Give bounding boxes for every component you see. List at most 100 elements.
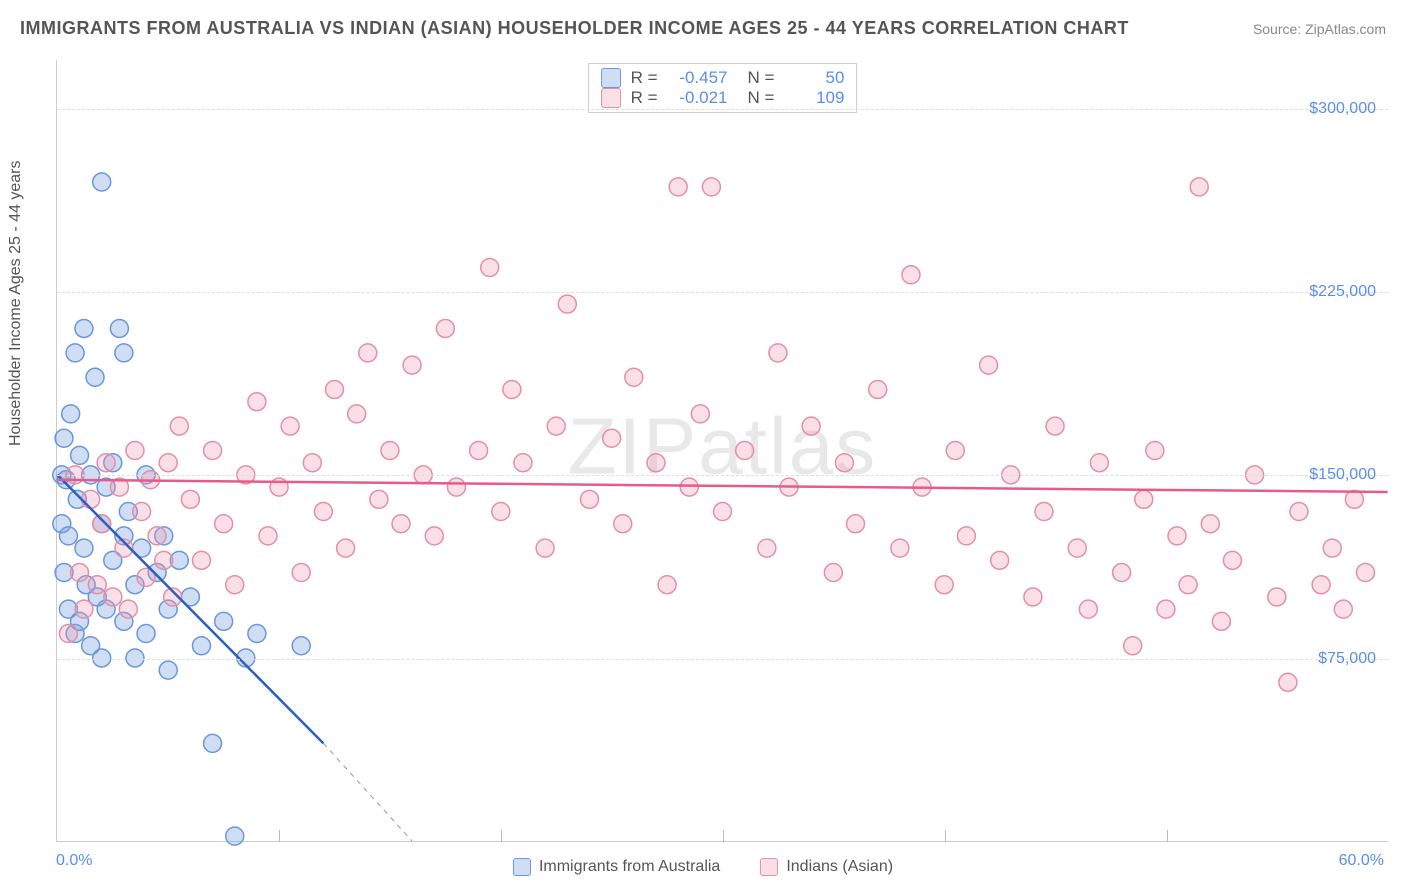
stat-r-value: -0.457 (668, 68, 728, 88)
gridline-v (945, 830, 946, 842)
data-point (1312, 576, 1330, 594)
data-point (536, 539, 554, 557)
data-point (614, 515, 632, 533)
data-point (204, 442, 222, 460)
data-point (1290, 503, 1308, 521)
data-point (436, 319, 454, 337)
gridline-v (1167, 830, 1168, 842)
data-point (303, 454, 321, 472)
data-point (71, 446, 89, 464)
legend-label: Immigrants from Australia (539, 858, 720, 875)
data-point (215, 515, 233, 533)
legend-item: Indians (Asian) (760, 858, 893, 876)
x-axis-min: 0.0% (56, 852, 92, 870)
data-point (170, 417, 188, 435)
data-point (1046, 417, 1064, 435)
data-point (1356, 564, 1374, 582)
data-point (126, 442, 144, 460)
trend-line (57, 480, 1387, 492)
data-point (337, 539, 355, 557)
gridline-h (57, 109, 1388, 110)
data-point (115, 344, 133, 362)
y-axis-label: Householder Income Ages 25 - 44 years (7, 161, 25, 447)
stat-r-value: -0.021 (668, 88, 728, 108)
y-tick-label: $150,000 (1309, 466, 1376, 484)
legend-swatch-icon (760, 858, 778, 876)
data-point (580, 490, 598, 508)
data-point (702, 178, 720, 196)
data-point (980, 356, 998, 374)
data-point (359, 344, 377, 362)
data-point (470, 442, 488, 460)
y-tick-label: $75,000 (1318, 650, 1376, 668)
data-point (148, 527, 166, 545)
data-point (824, 564, 842, 582)
data-point (1190, 178, 1208, 196)
legend-label: Indians (Asian) (786, 858, 893, 875)
stat-row: R = -0.021 N = 109 (601, 88, 845, 108)
trend-line-extrapolation (323, 743, 412, 841)
data-point (669, 178, 687, 196)
gridline-v (279, 830, 280, 842)
data-point (62, 405, 80, 423)
stat-r-label: R = (631, 68, 658, 88)
data-point (691, 405, 709, 423)
data-point (314, 503, 332, 521)
data-point (381, 442, 399, 460)
data-point (603, 429, 621, 447)
x-axis-max: 60.0% (1339, 852, 1384, 870)
data-point (991, 551, 1009, 569)
data-point (1334, 600, 1352, 618)
data-point (658, 576, 676, 594)
data-point (159, 661, 177, 679)
data-point (1035, 503, 1053, 521)
legend: Immigrants from Australia Indians (Asian) (513, 858, 893, 876)
data-point (248, 393, 266, 411)
data-point (97, 454, 115, 472)
data-point (758, 539, 776, 557)
data-point (137, 625, 155, 643)
data-point (447, 478, 465, 496)
data-point (1135, 490, 1153, 508)
data-point (75, 319, 93, 337)
data-point (292, 564, 310, 582)
title-bar: IMMIGRANTS FROM AUSTRALIA VS INDIAN (ASI… (20, 18, 1386, 39)
data-point (392, 515, 410, 533)
data-point (86, 368, 104, 386)
data-point (1345, 490, 1363, 508)
data-point (75, 539, 93, 557)
data-point (1323, 539, 1341, 557)
data-point (88, 576, 106, 594)
data-point (558, 295, 576, 313)
data-point (259, 527, 277, 545)
data-point (1024, 588, 1042, 606)
data-point (847, 515, 865, 533)
legend-swatch-icon (513, 858, 531, 876)
data-point (1179, 576, 1197, 594)
data-point (902, 266, 920, 284)
data-point (1079, 600, 1097, 618)
data-point (1168, 527, 1186, 545)
legend-item: Immigrants from Australia (513, 858, 720, 876)
data-point (55, 429, 73, 447)
data-point (119, 600, 137, 618)
stat-row: R = -0.457 N = 50 (601, 68, 845, 88)
data-point (59, 527, 77, 545)
data-point (93, 515, 111, 533)
data-point (133, 503, 151, 521)
data-point (215, 612, 233, 630)
data-point (226, 576, 244, 594)
data-point (425, 527, 443, 545)
correlation-stats-box: R = -0.457 N = 50 R = -0.021 N = 109 (588, 63, 858, 113)
data-point (281, 417, 299, 435)
data-point (1090, 454, 1108, 472)
data-point (66, 344, 84, 362)
data-point (159, 454, 177, 472)
gridline-v (723, 830, 724, 842)
stat-n-value: 50 (784, 68, 844, 88)
data-point (1268, 588, 1286, 606)
data-point (82, 490, 100, 508)
gridline-h (57, 659, 1388, 660)
data-point (1157, 600, 1175, 618)
data-point (155, 551, 173, 569)
